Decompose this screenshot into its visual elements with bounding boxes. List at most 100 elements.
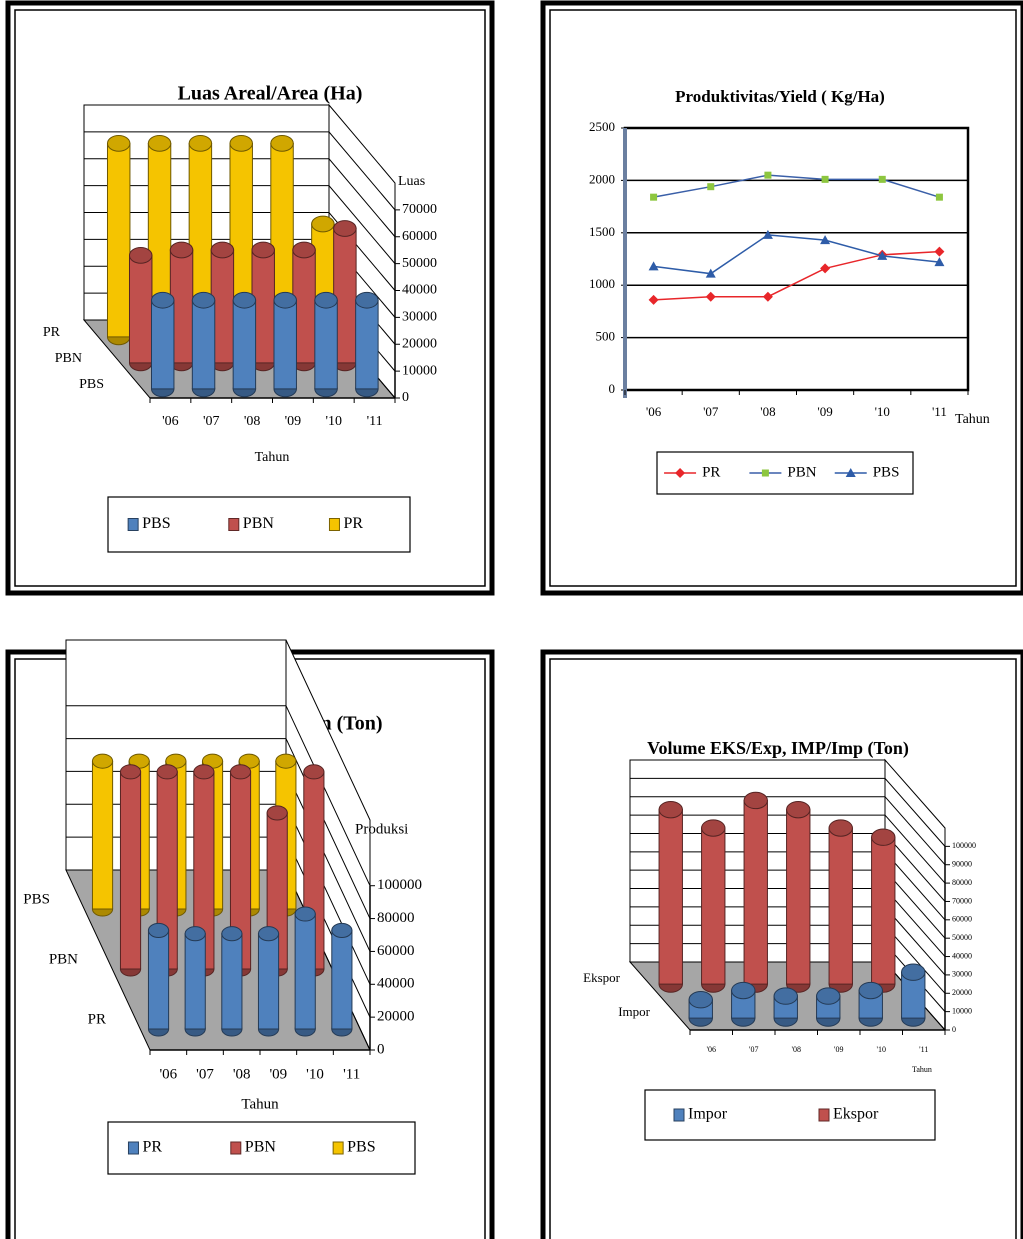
- legend-label: PR: [142, 1139, 162, 1156]
- y-tick-label: 40000: [952, 951, 972, 960]
- marker: [761, 469, 769, 477]
- marker: [705, 291, 716, 302]
- y-tick-label: 60000: [402, 229, 437, 244]
- bar-top: [314, 291, 338, 309]
- bar: [786, 809, 811, 985]
- bar-top: [156, 764, 178, 780]
- bar-top: [169, 241, 194, 259]
- x-tick-label: '09: [817, 404, 832, 419]
- x-tick-label: '09: [834, 1045, 843, 1054]
- y-tick-label: 80000: [377, 910, 415, 926]
- bar: [119, 771, 142, 970]
- y-tick-label: 10000: [952, 1006, 972, 1015]
- depth-label: Impor: [618, 1004, 650, 1019]
- bar-top: [292, 241, 316, 259]
- legend-label: PBN: [245, 1139, 277, 1156]
- bar: [147, 929, 170, 1030]
- y-tick-label: 80000: [952, 878, 972, 887]
- legend-swatch: [818, 1108, 830, 1122]
- marker: [877, 250, 888, 260]
- bar-top: [91, 753, 114, 769]
- x-tick-label: '07: [749, 1045, 758, 1054]
- x-tick-label: '10: [306, 1066, 324, 1082]
- bar-top: [658, 800, 683, 819]
- bar-top: [229, 764, 252, 780]
- legend-swatch: [127, 518, 139, 531]
- y-tick-label: 500: [596, 329, 616, 344]
- legend-swatch: [127, 1141, 139, 1155]
- depth-label: PBN: [49, 951, 78, 967]
- x-tick-label: '06: [646, 404, 662, 419]
- y-tick-label: 20000: [952, 988, 972, 997]
- x-axis-title: Tahun: [955, 412, 990, 427]
- y-tick-label: 20000: [377, 1009, 415, 1025]
- bar: [150, 299, 175, 390]
- x-tick-label: '06: [162, 414, 179, 429]
- marker: [845, 468, 856, 477]
- marker: [675, 468, 686, 478]
- depth-label: PBS: [79, 377, 104, 392]
- legend-label: PBN: [787, 464, 816, 480]
- y-tick-label: 50000: [402, 256, 437, 271]
- grid-line: [630, 814, 946, 884]
- bar-top: [294, 906, 316, 922]
- bar-top: [229, 135, 253, 152]
- legend-swatch: [228, 518, 240, 531]
- depth-label: PBN: [55, 351, 82, 366]
- legend-label: PR: [343, 515, 363, 532]
- bar: [191, 299, 216, 390]
- x-tick-label: '09: [285, 414, 302, 429]
- bar-top: [786, 800, 811, 819]
- marker: [762, 291, 773, 302]
- legend-box: [644, 1089, 936, 1141]
- y-tick-label: 0: [952, 1025, 956, 1034]
- bar-top: [273, 291, 297, 309]
- bar: [221, 933, 243, 1030]
- bar-top: [303, 764, 325, 780]
- x-tick-label: '06: [707, 1045, 716, 1054]
- x-axis-title: Tahun: [241, 1096, 279, 1112]
- chart-title: Volume EKS/Exp, IMP/Imp (Ton): [647, 738, 909, 759]
- grid-line: [66, 738, 371, 919]
- marker: [650, 193, 658, 201]
- bar-top: [221, 926, 243, 942]
- y-tick-label: 10000: [402, 363, 437, 378]
- y-tick-label: 60000: [377, 943, 415, 959]
- grid-line: [630, 777, 946, 847]
- legend-label: Impor: [688, 1106, 728, 1123]
- legend-label: PBS: [347, 1139, 375, 1156]
- marker: [762, 229, 773, 239]
- bar: [257, 933, 280, 1030]
- legend-swatch: [673, 1108, 685, 1122]
- y-tick-label: 70000: [952, 896, 972, 905]
- y-tick-label: 1500: [589, 224, 615, 239]
- grid-line: [630, 796, 946, 866]
- bar-top: [150, 291, 175, 309]
- chart-title: Luas Areal/Area (Ha): [178, 83, 363, 105]
- bar-top: [232, 291, 257, 309]
- series-line: [653, 234, 940, 275]
- bar-top: [858, 981, 883, 1000]
- x-tick-label: '07: [196, 1066, 214, 1082]
- bar-top: [128, 247, 153, 264]
- panel-frame-inner: [14, 9, 486, 587]
- legend-swatch: [328, 518, 340, 531]
- x-tick-label: '07: [703, 404, 719, 419]
- panel-frame: [540, 649, 1023, 1239]
- marker: [764, 171, 772, 179]
- series-line: [653, 250, 940, 301]
- marker: [648, 261, 659, 271]
- bar-top: [270, 135, 294, 152]
- marker: [820, 235, 831, 245]
- bar-top: [731, 981, 756, 1000]
- marker: [878, 175, 886, 183]
- y-tick-label: 1000: [589, 276, 615, 291]
- y-tick-label: 30000: [402, 310, 437, 325]
- marker: [648, 294, 659, 305]
- series-line: [653, 174, 940, 198]
- bar: [331, 929, 353, 1030]
- legend-label: Ekspor: [833, 1106, 879, 1123]
- bar-top: [355, 291, 379, 309]
- marker: [934, 246, 945, 257]
- y-tick-label: 100000: [952, 841, 976, 850]
